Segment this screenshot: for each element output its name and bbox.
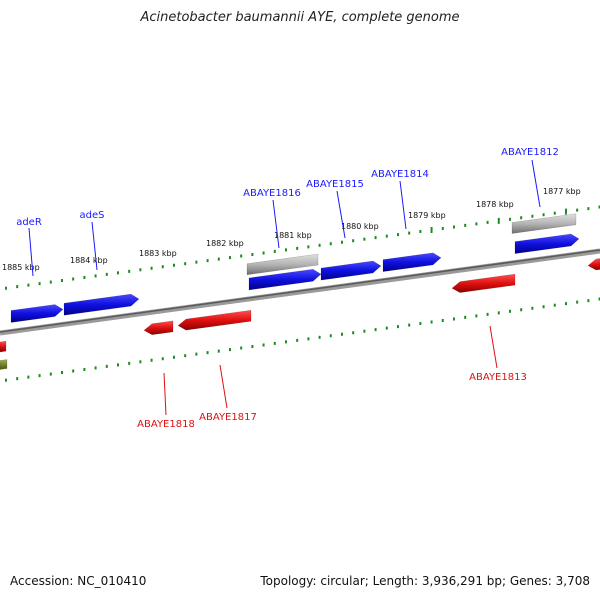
gene-label-abaye1816: ABAYE1816 — [243, 188, 301, 199]
leader-line — [163, 372, 167, 416]
leader-line — [272, 199, 280, 249]
gene-label-ades: adeS — [80, 210, 105, 221]
scale-label: 1883 kbp — [139, 249, 177, 258]
gene-abaye1818 — [143, 320, 174, 335]
gene-label-abaye1817: ABAYE1817 — [199, 412, 257, 423]
gene-partial-right — [587, 258, 600, 271]
leader-line — [399, 180, 407, 230]
scale-label: 1885 kbp — [2, 263, 40, 272]
leader-line — [91, 221, 98, 271]
genome-summary-text: Topology: circular; Length: 3,936,291 bp… — [260, 574, 590, 588]
scale-label: 1882 kbp — [206, 239, 244, 248]
gene-abaye1817 — [177, 309, 252, 331]
leader-line — [336, 190, 346, 239]
gene-ades — [63, 293, 140, 316]
gene-label-abaye1815: ABAYE1815 — [306, 179, 364, 190]
scale-label: 1880 kbp — [341, 222, 379, 231]
leader-line — [489, 325, 498, 369]
gene-abaye1812 — [514, 233, 580, 254]
gene-partial-left — [0, 340, 7, 353]
gene-ader — [10, 304, 64, 323]
scale-label: 1878 kbp — [476, 200, 514, 209]
upper-scale-track — [4, 205, 600, 290]
gene-label-abaye1812: ABAYE1812 — [501, 147, 559, 158]
gene-other — [511, 213, 577, 234]
gene-label-ader: adeR — [16, 217, 42, 228]
lower-scale-track — [4, 297, 600, 382]
gene-label-abaye1818: ABAYE1818 — [137, 419, 195, 430]
accession-text: Accession: NC_010410 — [10, 574, 147, 588]
gene-abaye1816 — [248, 268, 322, 291]
leader-line — [28, 227, 34, 277]
scale-label: 1877 kbp — [543, 187, 581, 196]
gene-label-abaye1814: ABAYE1814 — [371, 169, 429, 180]
gene-label-abaye1813: ABAYE1813 — [469, 372, 527, 383]
sequence-backbone — [0, 248, 600, 336]
gene-abaye1815 — [320, 260, 382, 281]
scale-label: 1879 kbp — [408, 211, 446, 220]
scale-labels: 1885 kbp 1884 kbp 1883 kbp 1882 kbp 1881… — [2, 187, 581, 272]
map-title: Acinetobacter baumannii AYE, complete ge… — [140, 10, 460, 25]
gene-abaye1813 — [451, 273, 516, 293]
gene-other — [246, 253, 319, 276]
scale-label: 1881 kbp — [274, 231, 312, 240]
label-leaders — [28, 159, 541, 416]
gene-abaye1814 — [382, 252, 442, 272]
gene-partial-green — [0, 359, 8, 370]
scale-label: 1884 kbp — [70, 256, 108, 265]
leader-line — [219, 364, 228, 409]
gene-features — [0, 213, 600, 370]
forward-gene-labels: adeR adeS ABAYE1816 ABAYE1815 ABAYE1814 … — [16, 147, 559, 228]
leader-line — [531, 159, 541, 208]
reverse-gene-labels: ABAYE1818 ABAYE1817 ABAYE1813 — [137, 372, 527, 430]
